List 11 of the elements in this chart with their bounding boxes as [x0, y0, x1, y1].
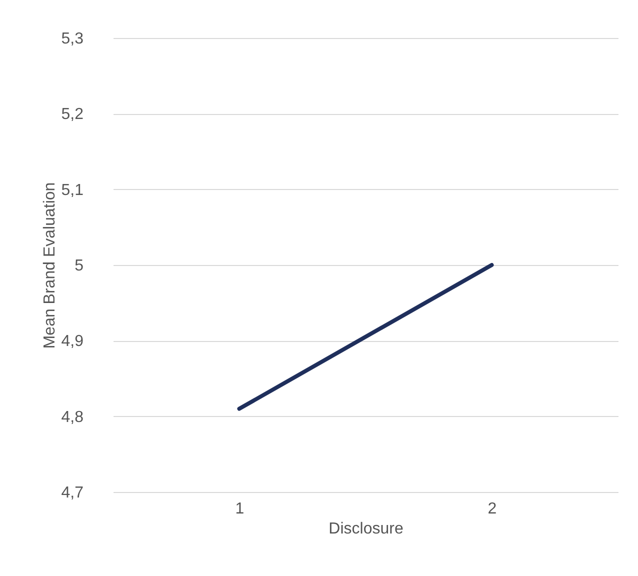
x-tick-label: 1 [235, 500, 244, 518]
y-tick-label: 4,8 [61, 408, 84, 426]
y-tick-label: 5,1 [61, 182, 84, 199]
y-tick-label: 5,2 [61, 106, 84, 124]
y-axis-title: Mean Brand Evaluation [41, 182, 58, 349]
x-tick-label: 2 [488, 500, 497, 518]
y-tick-label: 4,9 [61, 333, 84, 350]
y-tick-label: 5,3 [61, 30, 84, 48]
x-axis-title: Disclosure [328, 520, 404, 538]
y-tick-label: 4,7 [61, 484, 84, 502]
y-tick-label: 5 [74, 258, 84, 274]
